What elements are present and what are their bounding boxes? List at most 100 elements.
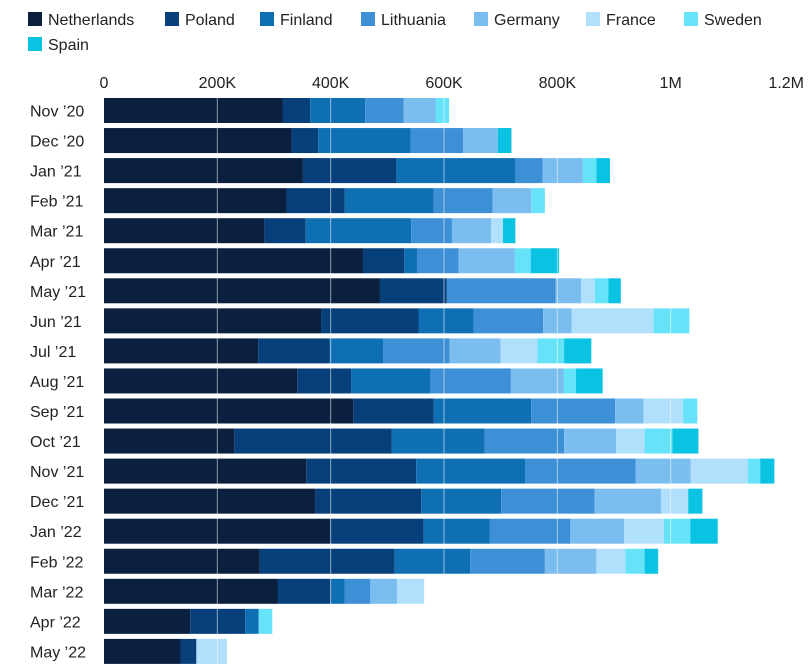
bar-nov-20-lithuania [365, 98, 404, 123]
bar-sep-21-poland [353, 398, 434, 424]
bar-feb-22-sweden [625, 548, 645, 574]
legend-label-germany: Germany [494, 12, 560, 29]
bar-may-22-poland [180, 638, 197, 664]
bar-nov-21-lithuania [525, 458, 636, 484]
bar-row-feb-21 [104, 188, 545, 214]
legend-label-lithuania: Lithuania [381, 12, 446, 29]
legend-swatch-finland [260, 12, 274, 26]
bar-jul-21-netherlands [104, 338, 259, 364]
bar-nov-21-finland [416, 458, 526, 484]
bar-nov-20-poland [282, 98, 311, 123]
bar-feb-22-germany [544, 548, 597, 574]
bar-jul-21-france [500, 338, 538, 364]
bar-row-aug-21 [104, 368, 603, 394]
bar-feb-21-germany [492, 188, 532, 214]
bar-aug-21-netherlands [104, 368, 298, 394]
bar-feb-21-sweden [531, 188, 545, 214]
bar-row-apr-22 [104, 608, 273, 634]
legend-label-netherlands: Netherlands [48, 12, 134, 29]
bar-row-mar-22 [104, 578, 425, 604]
bar-mar-21-finland [305, 218, 412, 244]
bar-sep-21-netherlands [104, 398, 354, 424]
bar-row-mar-21 [104, 218, 516, 244]
bar-feb-22-france [596, 548, 626, 574]
bar-row-sep-21 [104, 398, 698, 424]
legend-label-sweden: Sweden [704, 12, 762, 29]
bar-jul-21-lithuania [383, 338, 450, 364]
bar-feb-21-finland [344, 188, 434, 214]
bar-jul-21-germany [449, 338, 501, 364]
bar-mar-21-poland [264, 218, 306, 244]
bar-jun-21-netherlands [104, 308, 322, 334]
bar-row-nov-21 [104, 458, 775, 484]
bar-oct-21-finland [391, 428, 485, 454]
bar-dec-20-lithuania [410, 128, 464, 154]
bar-feb-22-spain [644, 548, 659, 574]
category-label-feb-22: Feb ’22 [30, 554, 83, 571]
bar-dec-21-netherlands [104, 488, 316, 514]
bar-row-apr-21 [104, 248, 560, 274]
bar-nov-21-germany [635, 458, 691, 484]
bar-jan-22-sweden [663, 518, 691, 544]
bar-mar-22-poland [277, 578, 331, 604]
bar-oct-21-netherlands [104, 428, 235, 454]
bar-jan-21-sweden [582, 158, 597, 184]
bar-row-dec-20 [104, 128, 512, 154]
legend-swatch-spain [28, 37, 42, 51]
bar-dec-21-france [661, 488, 689, 514]
bar-aug-21-poland [297, 368, 352, 394]
bar-aug-21-germany [510, 368, 564, 394]
bar-apr-21-spain [530, 248, 560, 274]
bar-mar-22-germany [370, 578, 397, 604]
bar-jun-21-sweden [653, 308, 690, 334]
bar-oct-21-poland [234, 428, 392, 454]
bar-feb-22-netherlands [104, 548, 260, 574]
bar-sep-21-france [643, 398, 684, 424]
bar-mar-21-lithuania [411, 218, 452, 244]
bar-apr-21-poland [362, 248, 405, 274]
x-tick-label-1m: 1M [660, 75, 682, 92]
bar-nov-21-poland [306, 458, 417, 484]
bar-sep-21-sweden [683, 398, 698, 424]
bar-feb-22-finland [394, 548, 471, 574]
category-label-may-21: May ’21 [30, 284, 86, 301]
category-label-mar-22: Mar ’22 [30, 584, 83, 601]
gridlines [216, 96, 672, 668]
bar-jan-21-netherlands [104, 158, 303, 184]
legend-item-germany: Germany [474, 12, 560, 29]
bar-sep-21-germany [615, 398, 644, 424]
x-tick-label-1-2m: 1.2M [768, 75, 804, 92]
bar-may-21-germany [555, 278, 582, 304]
category-label-feb-21: Feb ’21 [30, 194, 83, 211]
bar-jan-22-spain [690, 518, 718, 544]
bar-row-may-22 [104, 638, 227, 664]
category-label-mar-21: Mar ’21 [30, 224, 83, 241]
bar-aug-21-finland [351, 368, 431, 394]
category-label-jun-21: Jun ’21 [30, 314, 82, 331]
bar-nov-20-netherlands [104, 98, 283, 123]
legend-item-spain: Spain [28, 37, 89, 54]
bar-row-jan-21 [104, 158, 611, 184]
category-labels: Nov ’20 Dec ’20 Jan ’21 Feb ’21 Mar ’21 Apr ’… [30, 104, 86, 662]
bar-dec-21-finland [421, 488, 502, 514]
bar-may-22-netherlands [104, 638, 181, 664]
legend-swatch-germany [474, 12, 488, 26]
bar-row-oct-21 [104, 428, 699, 454]
bar-sep-21-finland [433, 398, 532, 424]
bar-jun-21-finland [418, 308, 474, 334]
bar-nov-20-finland [310, 98, 366, 123]
bar-row-jul-21 [104, 338, 592, 364]
bar-apr-22-netherlands [104, 608, 191, 634]
bar-dec-21-germany [594, 488, 662, 514]
bar-dec-20-netherlands [104, 128, 292, 154]
bar-jul-21-poland [258, 338, 330, 364]
bar-apr-21-germany [458, 248, 515, 274]
category-label-jan-22: Jan ’22 [30, 524, 82, 541]
bar-dec-20-finland [318, 128, 411, 154]
bar-dec-20-germany [463, 128, 498, 154]
bar-nov-20-germany [403, 98, 436, 123]
x-tick-label-800k: 800K [539, 75, 577, 92]
bar-mar-22-lithuania [344, 578, 371, 604]
category-label-jan-21: Jan ’21 [30, 164, 82, 181]
legend-item-france: France [586, 12, 656, 29]
